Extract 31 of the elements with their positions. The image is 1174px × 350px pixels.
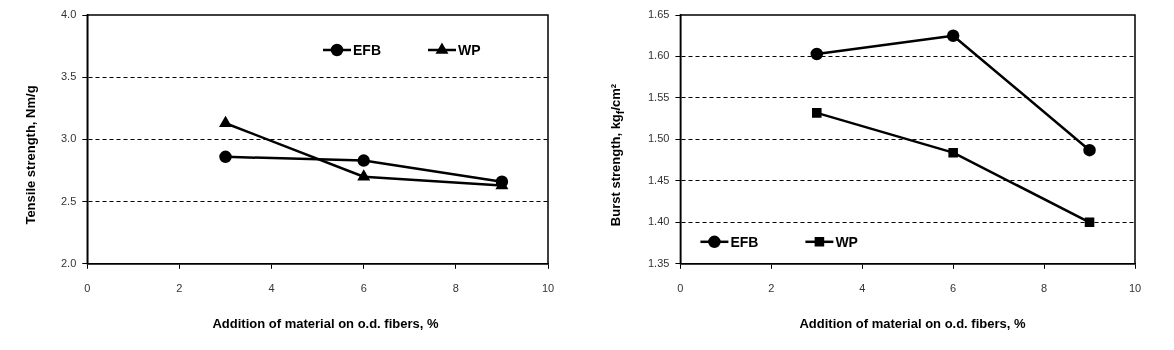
x-tick-label: 6	[360, 282, 367, 295]
legend-label: EFB	[730, 233, 759, 250]
y-axis-title: Tensile strength, Nm/g	[22, 85, 38, 225]
x-tick-label: 2	[768, 282, 775, 295]
legend-label: EFB	[353, 41, 381, 58]
y-tick-label: 1.35	[647, 256, 670, 269]
x-tick-label: 4	[859, 282, 866, 295]
x-tick-label: 8	[1041, 282, 1048, 295]
y-tick-label: 3.5	[60, 70, 77, 83]
legend-label: WP	[835, 233, 858, 250]
x-axis-title: Addition of material on o.d. fibers, %	[799, 316, 1026, 331]
x-tick-label: 10	[541, 282, 555, 295]
x-tick-label: 6	[950, 282, 957, 295]
y-tick-label: 1.65	[647, 8, 670, 21]
x-tick-label: 4	[268, 282, 275, 295]
y-tick-label: 1.60	[647, 49, 670, 62]
x-tick-label: 0	[84, 282, 91, 295]
y-tick-label: 2.5	[60, 194, 77, 207]
y-tick-label: 1.40	[647, 215, 670, 228]
x-tick-label: 8	[452, 282, 459, 295]
x-axis-title: Addition of material on o.d. fibers, %	[212, 316, 439, 331]
x-tick-label: 2	[176, 282, 183, 295]
legend-label: WP	[458, 41, 481, 58]
x-tick-label: 0	[677, 282, 684, 295]
y-tick-label: 3.0	[60, 132, 77, 145]
y-tick-label: 1.55	[647, 90, 670, 103]
x-tick-label: 10	[1128, 282, 1142, 295]
y-tick-label: 2.0	[60, 256, 77, 269]
y-tick-label: 1.45	[647, 173, 670, 186]
y-tick-label: 4.0	[60, 8, 77, 21]
y-tick-label: 1.50	[647, 132, 670, 145]
